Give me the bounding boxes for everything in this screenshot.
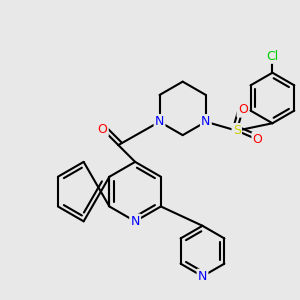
- Text: O: O: [238, 103, 248, 116]
- Text: N: N: [201, 115, 211, 128]
- Text: O: O: [98, 123, 107, 136]
- Text: N: N: [198, 270, 207, 283]
- Text: S: S: [233, 124, 241, 137]
- Text: N: N: [130, 215, 140, 228]
- Text: O: O: [253, 133, 262, 146]
- Text: N: N: [155, 115, 164, 128]
- Text: Cl: Cl: [266, 50, 279, 63]
